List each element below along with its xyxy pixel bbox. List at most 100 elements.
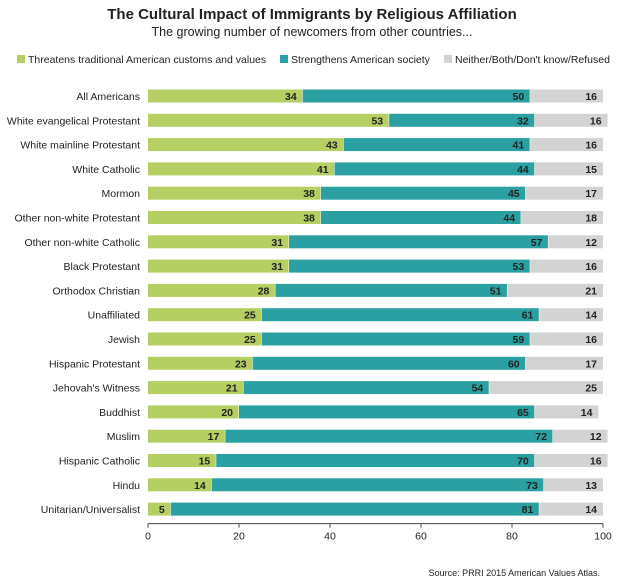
data-label-neither: 15 <box>585 164 597 176</box>
data-label-threatens: 20 <box>221 407 233 419</box>
category-label: Muslim <box>107 431 141 443</box>
data-label-strengthens: 41 <box>513 140 525 152</box>
bar-neither-muslim <box>552 429 608 443</box>
category-label: White mainline Protestant <box>20 140 140 152</box>
bar-strengthens-white-catholic <box>334 162 535 176</box>
bar-neither-black-protestant <box>530 259 603 273</box>
bar-strengthens-hispanic-protestant <box>252 356 526 370</box>
data-label-neither: 14 <box>585 504 597 516</box>
data-label-threatens: 34 <box>285 91 297 103</box>
x-tick-label: 100 <box>594 531 612 543</box>
legend-item-strengthens: Strengthens American society <box>280 54 430 66</box>
bar-strengthens-hindu <box>211 478 544 492</box>
bar-neither-orthodox-christian <box>507 283 603 297</box>
data-label-strengthens: 50 <box>513 91 525 103</box>
bar-neither-hispanic-catholic <box>534 454 608 467</box>
data-label-threatens: 23 <box>235 358 247 370</box>
data-label-threatens: 41 <box>317 164 329 176</box>
legend-item-neither: Neither/Both/Don't know/Refused <box>444 54 610 66</box>
bar-threatens-unaffiliated <box>148 308 262 322</box>
bar-threatens-hindu <box>148 478 212 492</box>
bar-threatens-all-americans <box>148 89 303 103</box>
data-label-strengthens: 72 <box>535 431 547 443</box>
bar-threatens-hispanic-protestant <box>148 356 253 370</box>
category-label: Jewish <box>108 334 140 346</box>
data-label-neither: 16 <box>585 91 597 103</box>
category-label: Hispanic Catholic <box>59 456 140 468</box>
bar-neither-jehovah-s-witness <box>489 381 603 395</box>
data-label-neither: 14 <box>581 407 593 419</box>
data-label-strengthens: 32 <box>517 115 529 127</box>
bar-threatens-orthodox-christian <box>148 283 275 297</box>
bar-neither-mormon <box>525 186 603 200</box>
bar-neither-white-catholic <box>534 162 603 176</box>
bar-threatens-hispanic-catholic <box>148 454 216 467</box>
data-label-threatens: 31 <box>271 237 283 249</box>
category-label: Jehovah's Witness <box>53 383 140 395</box>
data-label-strengthens: 59 <box>513 334 525 346</box>
bar-strengthens-black-protestant <box>289 259 530 273</box>
bar-neither-unitarian-universalist <box>539 502 603 516</box>
data-label-neither: 17 <box>585 358 597 370</box>
bar-threatens-other-non-white-protestant <box>148 211 321 224</box>
bar-threatens-jehovah-s-witness <box>148 381 244 395</box>
data-label-neither: 16 <box>590 115 602 127</box>
data-label-strengthens: 61 <box>522 310 534 322</box>
bar-strengthens-buddhist <box>239 405 535 419</box>
data-label-threatens: 25 <box>244 310 256 322</box>
data-label-strengthens: 44 <box>517 164 529 176</box>
data-label-threatens: 25 <box>244 334 256 346</box>
category-label: Black Protestant <box>64 261 141 273</box>
bar-threatens-white-evangelical-protestant <box>148 113 389 127</box>
data-label-neither: 25 <box>585 383 597 395</box>
data-label-neither: 12 <box>585 237 597 249</box>
bar-strengthens-muslim <box>225 429 553 443</box>
legend-swatch-threatens <box>17 55 25 63</box>
chart-subtitle: The growing number of newcomers from oth… <box>151 25 473 39</box>
bar-neither-white-evangelical-protestant <box>534 113 608 127</box>
legend-label-strengthens: Strengthens American society <box>291 54 430 66</box>
bar-threatens-other-non-white-catholic <box>148 235 289 249</box>
data-label-neither: 14 <box>585 310 597 322</box>
legend-swatch-strengthens <box>280 55 288 63</box>
category-label: Hispanic Protestant <box>49 358 140 370</box>
category-label: Other non-white Catholic <box>24 237 140 249</box>
data-label-threatens: 38 <box>303 188 315 200</box>
bar-strengthens-white-mainline-protestant <box>343 138 530 152</box>
x-tick-label: 20 <box>233 531 245 543</box>
bar-strengthens-unitarian-universalist <box>170 502 539 516</box>
data-label-neither: 17 <box>585 188 597 200</box>
bar-neither-unaffiliated <box>539 308 603 322</box>
data-label-threatens: 17 <box>208 431 220 443</box>
legend-swatch-neither <box>444 55 452 63</box>
bar-threatens-white-mainline-protestant <box>148 138 344 152</box>
data-label-threatens: 43 <box>326 140 338 152</box>
data-label-neither: 16 <box>585 261 597 273</box>
legend-label-threatens: Threatens traditional American customs a… <box>28 54 267 66</box>
bar-strengthens-other-non-white-catholic <box>289 235 548 249</box>
category-label: All Americans <box>76 91 140 103</box>
data-label-strengthens: 45 <box>508 188 520 200</box>
bar-threatens-mormon <box>148 186 321 200</box>
data-label-strengthens: 53 <box>513 261 525 273</box>
bar-neither-other-non-white-catholic <box>548 235 603 249</box>
bar-threatens-muslim <box>148 429 225 443</box>
category-label: Unitarian/Universalist <box>41 504 140 516</box>
bar-strengthens-jehovah-s-witness <box>243 381 489 395</box>
data-label-threatens: 28 <box>258 285 270 297</box>
data-label-neither: 18 <box>585 213 597 225</box>
category-label: Hindu <box>113 480 141 492</box>
bar-strengthens-jewish <box>261 332 530 346</box>
data-label-neither: 16 <box>590 456 602 468</box>
bar-neither-other-non-white-protestant <box>521 211 603 224</box>
data-label-threatens: 21 <box>226 383 238 395</box>
data-label-strengthens: 44 <box>503 213 515 225</box>
data-label-threatens: 15 <box>199 456 211 468</box>
bar-strengthens-orthodox-christian <box>275 283 507 297</box>
x-tick-label: 40 <box>324 531 336 543</box>
data-label-threatens: 31 <box>271 261 283 273</box>
data-label-strengthens: 70 <box>517 456 529 468</box>
data-label-threatens: 14 <box>194 480 206 492</box>
